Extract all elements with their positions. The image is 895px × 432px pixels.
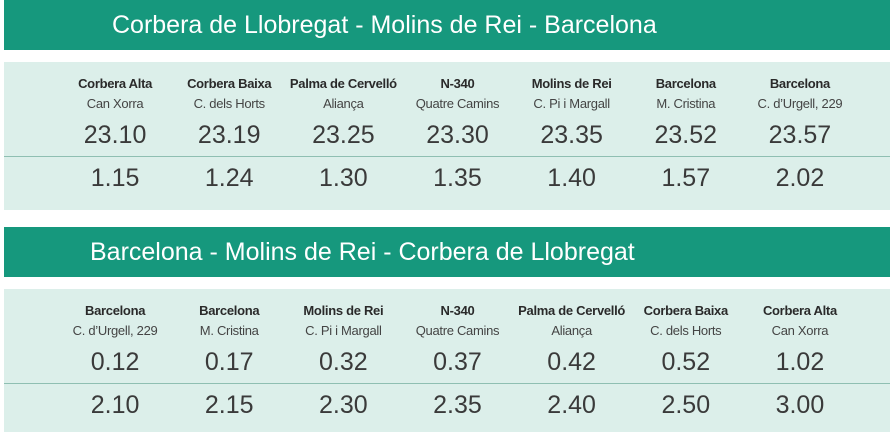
- stop-name: Molins de Rei: [303, 303, 384, 318]
- stop-name: Barcelona: [199, 303, 260, 318]
- stop-location: Aliança: [551, 323, 592, 338]
- stop-location: C. Pi i Margall: [533, 96, 610, 111]
- departure-time: 23.52: [654, 121, 718, 149]
- stop: Corbera Alta Can Xorra: [743, 301, 857, 341]
- departure-time: 2.02: [775, 164, 825, 192]
- stop-name: Barcelona: [84, 303, 146, 318]
- stop: N-340 Quatre Camins: [400, 301, 514, 341]
- stop: Molins de Rei C. Pi i Margall: [515, 74, 629, 114]
- time-row: 2.10 2.15 2.30 2.35 2.40 2.50 3.00: [58, 384, 857, 426]
- departure-time: 1.40: [547, 164, 596, 192]
- departure-time: 0.17: [204, 348, 254, 376]
- row-separator: [4, 383, 890, 384]
- row-separator: [4, 156, 890, 157]
- stop-header-row: Corbera Alta Can Xorra Corbera Baixa C. del…: [58, 62, 857, 114]
- stop-location: C. dels Horts: [650, 323, 722, 338]
- stop: Barcelona C. d’Urgell, 229: [743, 74, 857, 114]
- departure-time: 1.02: [775, 348, 825, 376]
- departure-time: 2.35: [433, 391, 482, 419]
- stop-header-row: Barcelona C. d’Urgell, 229 Barcelona M. Cri…: [58, 289, 857, 341]
- departure-time: 0.37: [433, 348, 482, 376]
- stop-name: Corbera Baixa: [187, 76, 272, 91]
- departure-time: 23.25: [312, 121, 375, 149]
- stop-location: C. d’Urgell, 229: [757, 96, 843, 111]
- stop-name: N-340: [440, 303, 475, 318]
- stop: Barcelona M. Cristina: [629, 74, 743, 114]
- departure-time: 0.32: [319, 348, 368, 376]
- stop-location: Can Xorra: [771, 323, 829, 338]
- departure-time: 2.30: [319, 391, 368, 419]
- stop: Palma de Cervelló Aliança: [515, 301, 629, 341]
- stop-name: Corbera Alta: [762, 303, 837, 318]
- departure-time: 2.50: [661, 391, 711, 419]
- departure-time: 1.35: [433, 164, 482, 192]
- stop-location: Quatre Camins: [415, 96, 500, 111]
- stop-location: Can Xorra: [86, 96, 144, 111]
- stop-name: Corbera Alta: [78, 76, 153, 91]
- departure-time: 1.30: [319, 164, 368, 192]
- stop-location: M. Cristina: [199, 323, 259, 338]
- departure-time: 23.30: [426, 121, 489, 149]
- stop: Corbera Alta Can Xorra: [58, 74, 172, 114]
- stop-location: Aliança: [323, 96, 364, 111]
- stop-name: Palma de Cervelló: [518, 303, 626, 318]
- departure-time: 23.57: [768, 121, 832, 149]
- departure-time: 23.35: [540, 121, 603, 149]
- departure-time: 23.10: [83, 121, 147, 149]
- departure-time: 1.15: [90, 164, 140, 192]
- stop-location: M. Cristina: [656, 96, 716, 111]
- stop: Barcelona C. d’Urgell, 229: [58, 301, 172, 341]
- time-row: 0.12 0.17 0.32 0.37 0.42 0.52 1.02: [58, 341, 857, 383]
- departure-time: 2.40: [547, 391, 596, 419]
- time-row: 23.10 23.19 23.25 23.30 23.35 23.52 23.57: [58, 114, 857, 156]
- departure-time: 1.57: [661, 164, 711, 192]
- stop-name: Barcelona: [769, 76, 830, 91]
- stop: Corbera Baixa C. dels Horts: [172, 74, 286, 114]
- stop: Molins de Rei C. Pi i Margall: [286, 301, 400, 341]
- departure-time: 0.12: [90, 348, 140, 376]
- stop-name: Barcelona: [655, 76, 716, 91]
- stop-location: C. Pi i Margall: [305, 323, 382, 338]
- stop-location: C. d’Urgell, 229: [72, 323, 158, 338]
- stop-name: Molins de Rei: [531, 76, 612, 91]
- departure-time: 2.10: [90, 391, 140, 419]
- stop-name: Corbera Baixa: [643, 303, 729, 318]
- stop: Palma de Cervelló Aliança: [286, 74, 400, 114]
- stop-location: Quatre Camins: [415, 323, 500, 338]
- stop-location: C. dels Horts: [193, 96, 266, 111]
- stop-name: N-340: [440, 76, 475, 91]
- stop: Barcelona M. Cristina: [172, 301, 286, 341]
- departure-time: 3.00: [775, 391, 825, 419]
- timetable-panel: Barcelona C. d’Urgell, 229 Barcelona M. Cri…: [4, 289, 890, 432]
- section-title: Barcelona - Molins de Rei - Corbera de L…: [4, 227, 890, 277]
- departure-time: 2.15: [204, 391, 254, 419]
- time-row: 1.15 1.24 1.30 1.35 1.40 1.57 2.02: [58, 157, 857, 199]
- section-title: Corbera de Llobregat - Molins de Rei - B…: [4, 0, 890, 50]
- departure-time: 0.52: [661, 348, 711, 376]
- stop: N-340 Quatre Camins: [400, 74, 514, 114]
- departure-time: 1.24: [204, 164, 254, 192]
- stop: Corbera Baixa C. dels Horts: [629, 301, 743, 341]
- timetable-panel: Corbera Alta Can Xorra Corbera Baixa C. del…: [4, 62, 890, 210]
- stop-name: Palma de Cervelló: [289, 76, 397, 91]
- departure-time: 0.42: [547, 348, 596, 376]
- departure-time: 23.19: [197, 121, 261, 149]
